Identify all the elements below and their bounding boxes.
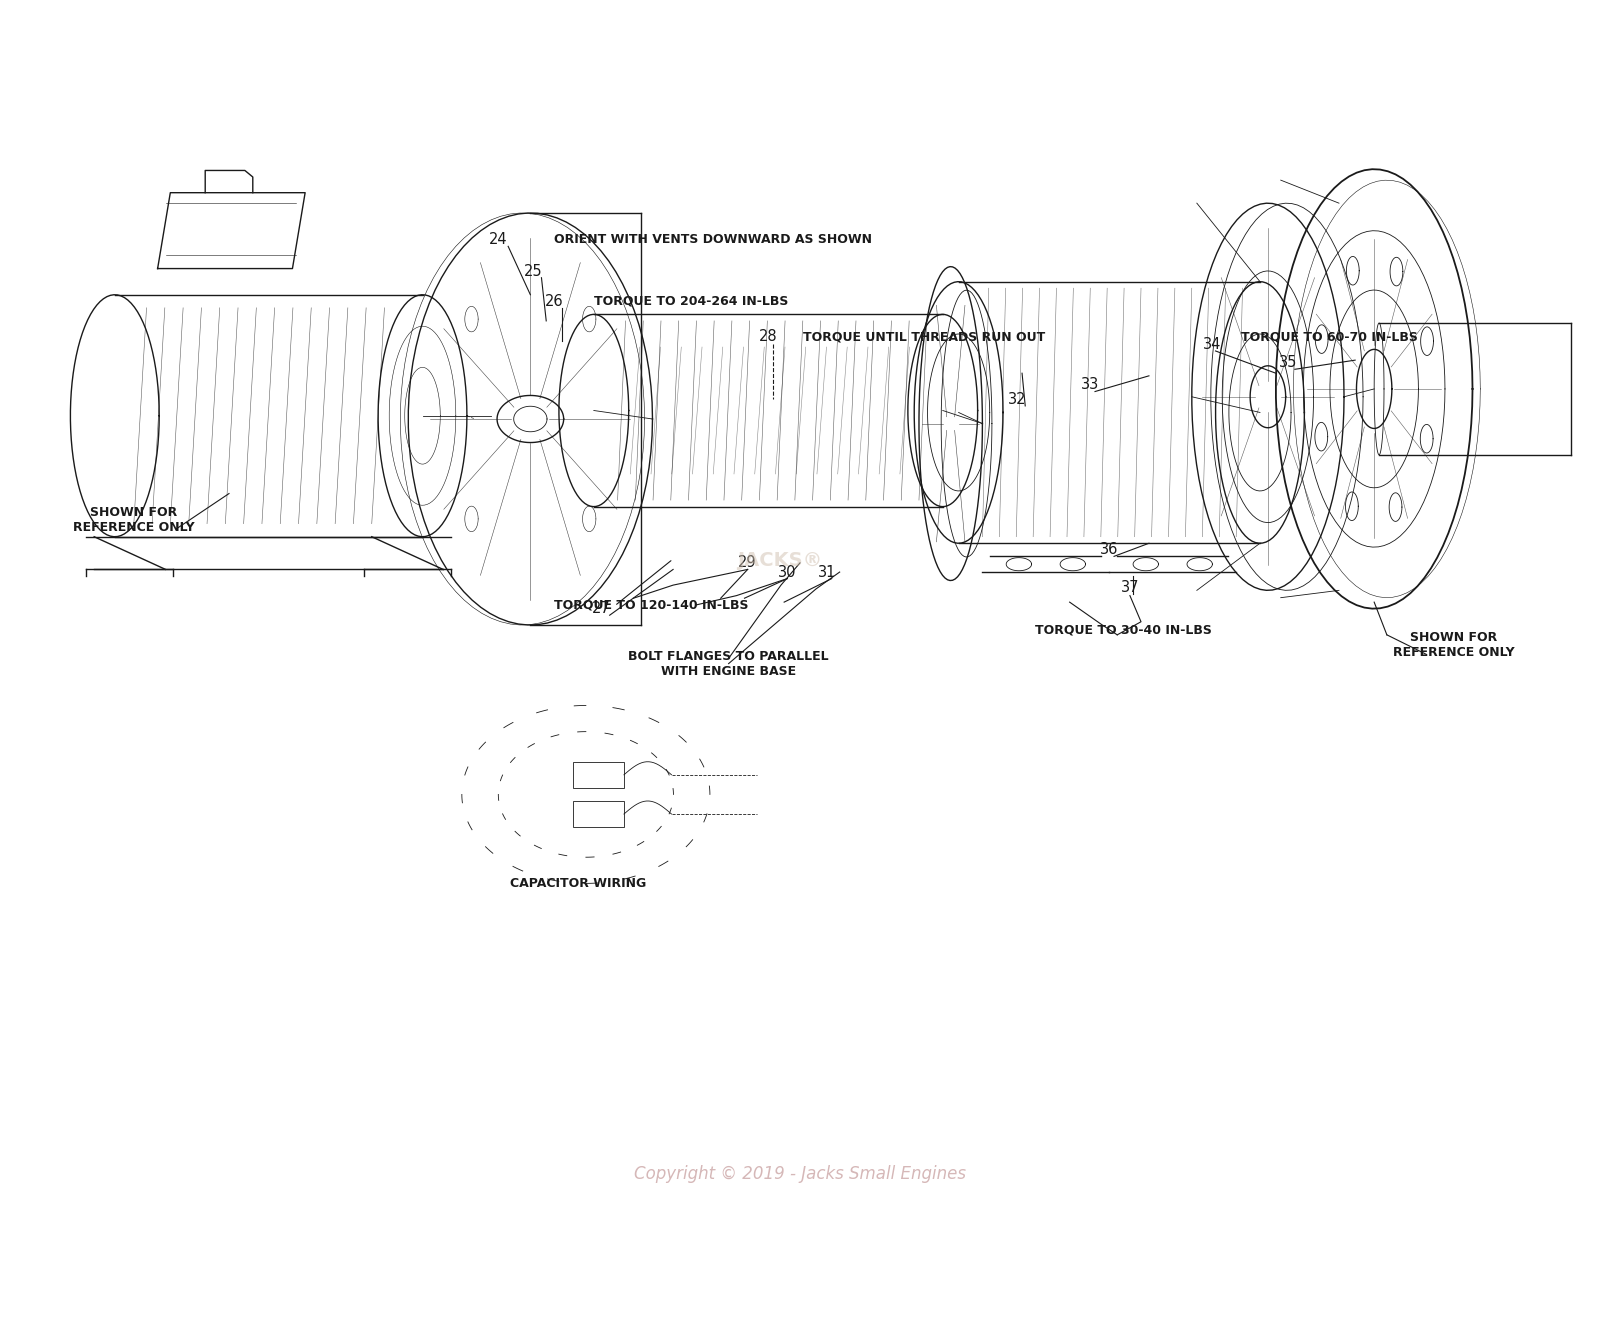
Text: Copyright © 2019 - Jacks Small Engines: Copyright © 2019 - Jacks Small Engines	[634, 1165, 966, 1183]
FancyBboxPatch shape	[573, 761, 624, 788]
Text: ORIENT WITH VENTS DOWNWARD AS SHOWN: ORIENT WITH VENTS DOWNWARD AS SHOWN	[554, 233, 872, 246]
Text: 26: 26	[546, 293, 563, 309]
Text: TORQUE TO 60-70 IN-LBS: TORQUE TO 60-70 IN-LBS	[1242, 330, 1418, 344]
Text: TORQUE TO 204-264 IN-LBS: TORQUE TO 204-264 IN-LBS	[594, 295, 789, 308]
Text: TORQUE UNTIL THREADS RUN OUT: TORQUE UNTIL THREADS RUN OUT	[803, 330, 1045, 344]
Text: 25: 25	[525, 263, 542, 279]
Text: 36: 36	[1101, 542, 1118, 558]
FancyBboxPatch shape	[573, 801, 624, 828]
Text: 31: 31	[818, 564, 837, 579]
Text: TORQUE TO 30-40 IN-LBS: TORQUE TO 30-40 IN-LBS	[1035, 623, 1211, 636]
Text: 28: 28	[758, 329, 778, 344]
Text: 29: 29	[738, 555, 757, 570]
Text: 34: 34	[1203, 337, 1221, 352]
Text: TORQUE TO 120-140 IN-LBS: TORQUE TO 120-140 IN-LBS	[554, 599, 749, 611]
Text: 33: 33	[1082, 378, 1099, 393]
Text: BOLT FLANGES TO PARALLEL
WITH ENGINE BASE: BOLT FLANGES TO PARALLEL WITH ENGINE BAS…	[629, 649, 829, 678]
Text: JACKS®: JACKS®	[736, 551, 822, 570]
Text: 35: 35	[1280, 356, 1298, 370]
Text: 24: 24	[490, 233, 507, 247]
Text: 32: 32	[1008, 391, 1027, 407]
Text: 30: 30	[778, 564, 797, 579]
Text: 37: 37	[1120, 580, 1139, 595]
Text: 27: 27	[592, 602, 611, 616]
Text: SHOWN FOR
REFERENCE ONLY: SHOWN FOR REFERENCE ONLY	[1392, 632, 1514, 660]
Text: SHOWN FOR
REFERENCE ONLY: SHOWN FOR REFERENCE ONLY	[74, 506, 195, 534]
Text: CAPACITOR WIRING: CAPACITOR WIRING	[510, 876, 646, 890]
